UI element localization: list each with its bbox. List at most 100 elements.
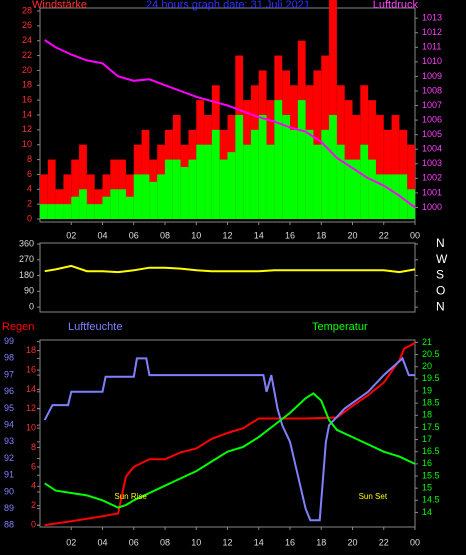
wind-bar — [79, 144, 87, 220]
y2-tick-label: 1010 — [422, 56, 442, 66]
wind-bar — [118, 159, 126, 220]
x-tick-label: 16 — [285, 230, 295, 240]
wind-bar — [399, 174, 408, 220]
y-tick-label: 18 — [22, 80, 32, 90]
y2-tick-label: N — [436, 299, 445, 313]
wind-bar — [375, 174, 384, 220]
wind-bar — [165, 159, 173, 220]
y2-tick-label: 15.5 — [422, 470, 440, 480]
wind-bar — [94, 204, 103, 220]
y2-tick-label: 21 — [422, 337, 432, 347]
wind-bar — [125, 196, 134, 220]
wind-bar — [368, 159, 376, 220]
y-tick-label: 4 — [27, 184, 32, 194]
y-tick-label: 99 — [4, 336, 14, 346]
y-tick-label: 6 — [27, 169, 32, 179]
x-tick-label: 02 — [66, 537, 76, 547]
y3-tick-label: 0 — [31, 519, 36, 529]
y-tick-label: 22 — [22, 50, 32, 60]
wind-bar — [133, 174, 142, 220]
wind-bar — [63, 174, 72, 220]
wind-bar — [250, 129, 259, 220]
y2-tick-label: 1003 — [422, 158, 442, 168]
wind-bar — [282, 115, 290, 220]
x-tick-label: 00 — [410, 537, 420, 547]
wind-bar — [391, 115, 400, 220]
x-tick-label: 22 — [379, 537, 389, 547]
wind-bar — [79, 189, 87, 220]
y2-tick-label: 15 — [422, 483, 432, 493]
x-tick-label: 06 — [129, 230, 139, 240]
y-tick-label: 26 — [22, 20, 32, 30]
x-tick-label: 22 — [379, 230, 389, 240]
wind-bar — [344, 159, 353, 220]
y-tick-label: 94 — [4, 420, 14, 430]
wind-bar — [360, 144, 369, 220]
y2-tick-label: 20.5 — [422, 349, 440, 359]
y-tick-label: 180 — [19, 270, 34, 280]
legend-label: Luftfeuchte — [68, 321, 122, 333]
x-tick-label: 20 — [347, 537, 357, 547]
wind-bar — [196, 144, 205, 220]
y3-tick-label: 8 — [31, 442, 36, 452]
y2-tick-label: 1004 — [422, 144, 442, 154]
wind-bar — [40, 204, 48, 220]
wind-bar — [211, 129, 220, 220]
y2-tick-label: 17.5 — [422, 422, 440, 432]
wind-bar — [407, 144, 415, 220]
wind-bar — [391, 174, 400, 220]
y2-tick-label: 1000 — [422, 202, 442, 212]
wind-bar — [321, 129, 330, 220]
wind-bar — [305, 129, 314, 220]
series-line — [44, 39, 416, 209]
wind-bar — [118, 189, 126, 220]
wind-bar — [55, 189, 64, 220]
wind-bar — [71, 159, 80, 220]
y2-tick-label: W — [436, 252, 448, 266]
x-tick-label: 04 — [97, 537, 107, 547]
legend-label: Regen — [2, 321, 34, 333]
y-axis-label: Windstärke — [32, 0, 87, 11]
y-tick-label: 28 — [22, 5, 32, 15]
wind-bar — [383, 174, 392, 220]
wind-bar — [329, 0, 337, 220]
wind-bar — [63, 204, 72, 220]
y2-tick-label: 1013 — [422, 13, 442, 23]
wind-bar — [40, 174, 48, 220]
y-tick-label: 88 — [4, 520, 14, 530]
y2-tick-label: 19 — [422, 385, 432, 395]
x-tick-label: 02 — [66, 230, 76, 240]
wind-bar — [204, 144, 212, 220]
y2-tick-label: N — [436, 236, 445, 250]
wind-bar — [94, 189, 103, 220]
wind-bar — [336, 144, 345, 220]
wind-bar — [274, 100, 283, 220]
y-tick-label: 16 — [22, 95, 32, 105]
wind-bar — [157, 174, 165, 220]
wind-bar — [55, 204, 64, 220]
y-tick-label: 97 — [4, 369, 14, 379]
wind-bar — [219, 159, 228, 220]
y3-tick-label: 10 — [26, 423, 36, 433]
wind-bar — [47, 159, 56, 220]
wind-bar — [227, 152, 236, 220]
y2-tick-label: 1001 — [422, 187, 442, 197]
x-tick-label: 12 — [222, 230, 232, 240]
y2-tick-label: 1002 — [422, 173, 442, 183]
y2-tick-label: O — [436, 284, 445, 298]
y2-tick-label: 17 — [422, 434, 432, 444]
wind-bar — [290, 129, 298, 220]
y2-tick-label: 1009 — [422, 71, 442, 81]
wind-bar — [141, 174, 150, 220]
wind-bar — [149, 181, 158, 220]
wind-bar — [71, 196, 80, 220]
x-tick-label: 16 — [285, 537, 295, 547]
y3-tick-label: 6 — [31, 461, 36, 471]
y-tick-label: 96 — [4, 386, 14, 396]
series-line — [43, 356, 415, 522]
x-tick-label: 06 — [129, 537, 139, 547]
y-tick-label: 95 — [4, 403, 14, 413]
y3-tick-label: 14 — [26, 384, 36, 394]
y2-tick-label: 1008 — [422, 85, 442, 95]
